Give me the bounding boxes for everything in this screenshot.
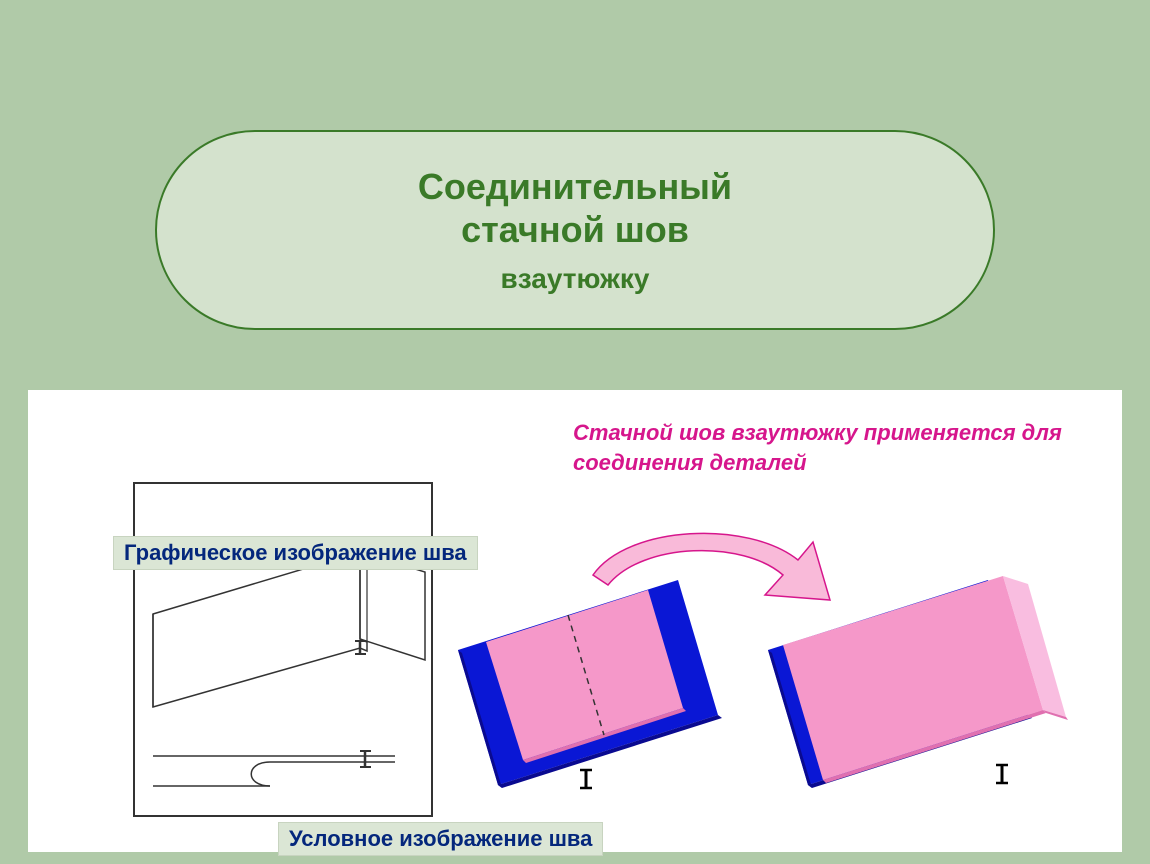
piece1-pink — [486, 590, 683, 760]
piece2-pink-front — [823, 710, 1046, 783]
piece2-tab-front — [1043, 710, 1068, 720]
piece1-pink-front — [523, 708, 686, 763]
diagram-panel: Стачной шов взаутюжку применяется для со… — [28, 390, 1122, 852]
piece1-blue-front — [498, 715, 722, 788]
piece2-blue — [768, 580, 1028, 785]
symbol-loop — [251, 762, 395, 786]
fabric-outline — [153, 552, 367, 707]
piece2-blue-front — [808, 715, 1032, 788]
title-line2: стачной шов — [461, 208, 689, 251]
title-line1: Соединительный — [418, 165, 732, 208]
piece1-stitch — [568, 615, 604, 735]
title-oval: Соединительный стачной шов взаутюжку — [155, 130, 995, 330]
description-text: Стачной шов взаутюжку применяется для со… — [573, 418, 1093, 477]
graphic-frame — [133, 482, 433, 817]
piece1-blue — [458, 580, 718, 785]
label-graphic: Графическое изображение шва — [113, 536, 478, 570]
piece1-blue-edge — [458, 650, 502, 788]
piece2-pink — [783, 576, 1043, 780]
piece2-pink-tab — [1003, 576, 1066, 717]
title-line3: взаутюжку — [501, 263, 650, 295]
label-symbol: Условное изображение шва — [278, 822, 603, 856]
fold-arrow — [593, 533, 830, 600]
piece2-blue-edge — [768, 650, 812, 788]
seam-graphic-svg — [135, 484, 435, 819]
